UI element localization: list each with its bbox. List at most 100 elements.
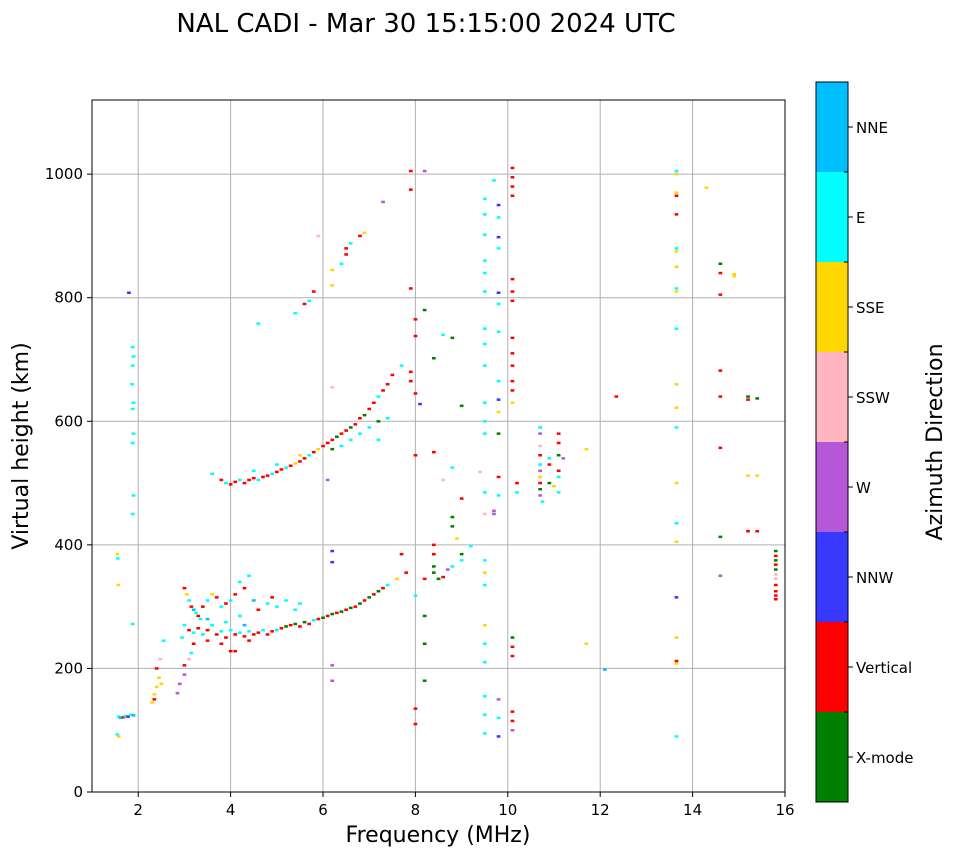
data-point	[492, 179, 496, 182]
data-point	[432, 543, 436, 547]
data-point	[746, 530, 750, 533]
data-point	[510, 389, 515, 392]
colorbar-segment	[816, 712, 848, 802]
data-point	[510, 176, 515, 179]
data-point	[189, 651, 194, 655]
data-point	[718, 271, 723, 275]
data-point	[335, 611, 339, 615]
data-point	[251, 469, 256, 472]
data-point	[450, 466, 455, 469]
data-point	[302, 302, 307, 306]
data-point	[376, 420, 381, 423]
data-point	[773, 598, 778, 601]
colorbar-tick-label: X-mode	[856, 749, 913, 767]
data-point	[210, 623, 214, 627]
data-point	[746, 474, 750, 477]
data-point	[161, 639, 166, 642]
data-point	[130, 383, 134, 386]
data-point	[339, 610, 344, 613]
data-point	[510, 277, 515, 281]
data-point	[413, 707, 418, 710]
data-point	[381, 389, 385, 392]
data-point	[219, 630, 224, 633]
x-tick-label: 10	[498, 801, 517, 819]
x-axis-label: Frequency (MHz)	[346, 823, 531, 848]
data-point	[674, 213, 679, 216]
data-point	[123, 714, 128, 718]
data-point	[228, 649, 233, 653]
data-point	[261, 628, 265, 632]
data-point	[233, 480, 238, 484]
data-point	[408, 169, 413, 173]
data-point	[187, 628, 191, 632]
data-point	[228, 628, 233, 632]
data-point	[773, 583, 778, 587]
data-point	[482, 571, 487, 574]
data-point	[674, 290, 679, 293]
data-point	[157, 676, 161, 679]
data-point	[362, 413, 367, 417]
data-point	[755, 474, 760, 477]
data-point	[339, 444, 344, 448]
data-point	[261, 475, 265, 479]
data-point	[459, 559, 464, 562]
data-point	[194, 611, 198, 615]
data-point	[316, 234, 321, 238]
data-point	[732, 274, 736, 278]
data-point	[385, 383, 390, 386]
data-point	[131, 494, 136, 497]
y-tick-label: 0	[73, 783, 83, 801]
data-point	[187, 657, 191, 661]
data-point	[233, 633, 238, 636]
data-point	[214, 633, 219, 636]
data-point	[372, 593, 376, 596]
data-point	[348, 606, 353, 610]
data-point	[242, 635, 247, 638]
data-point	[746, 398, 750, 401]
data-point	[482, 491, 487, 494]
data-point	[482, 623, 487, 627]
data-point	[330, 549, 335, 553]
data-point	[422, 614, 427, 618]
data-point	[330, 284, 335, 287]
data-point	[538, 469, 542, 472]
data-point	[422, 308, 427, 312]
data-point	[219, 605, 224, 608]
data-point	[547, 457, 552, 460]
data-point	[265, 602, 270, 605]
data-point	[584, 642, 589, 645]
data-point	[459, 552, 464, 556]
data-point	[279, 627, 284, 630]
data-point	[408, 379, 413, 383]
data-point	[492, 512, 496, 516]
data-point	[674, 522, 679, 525]
data-point	[376, 590, 381, 593]
data-point	[718, 262, 723, 265]
data-point	[205, 617, 210, 621]
data-point	[482, 342, 487, 346]
data-point	[746, 395, 750, 398]
data-point	[205, 628, 210, 632]
colorbar-segment	[816, 82, 848, 172]
data-point	[191, 642, 196, 645]
data-point	[422, 169, 427, 173]
data-point	[408, 287, 413, 290]
data-point	[344, 247, 348, 250]
data-point	[496, 410, 501, 414]
data-point	[718, 395, 723, 398]
data-point	[469, 544, 473, 548]
data-point	[275, 628, 279, 632]
colorbar-label: Azimuth Direction	[923, 343, 948, 540]
data-point	[436, 577, 441, 581]
data-point	[510, 719, 515, 723]
data-point	[298, 454, 302, 457]
data-point	[450, 336, 455, 340]
data-point	[367, 596, 372, 599]
data-point	[228, 483, 233, 486]
data-point	[496, 235, 501, 239]
data-point	[362, 231, 367, 235]
data-point	[674, 265, 679, 269]
data-point	[482, 233, 487, 236]
data-point	[496, 716, 501, 720]
data-point	[214, 596, 219, 599]
